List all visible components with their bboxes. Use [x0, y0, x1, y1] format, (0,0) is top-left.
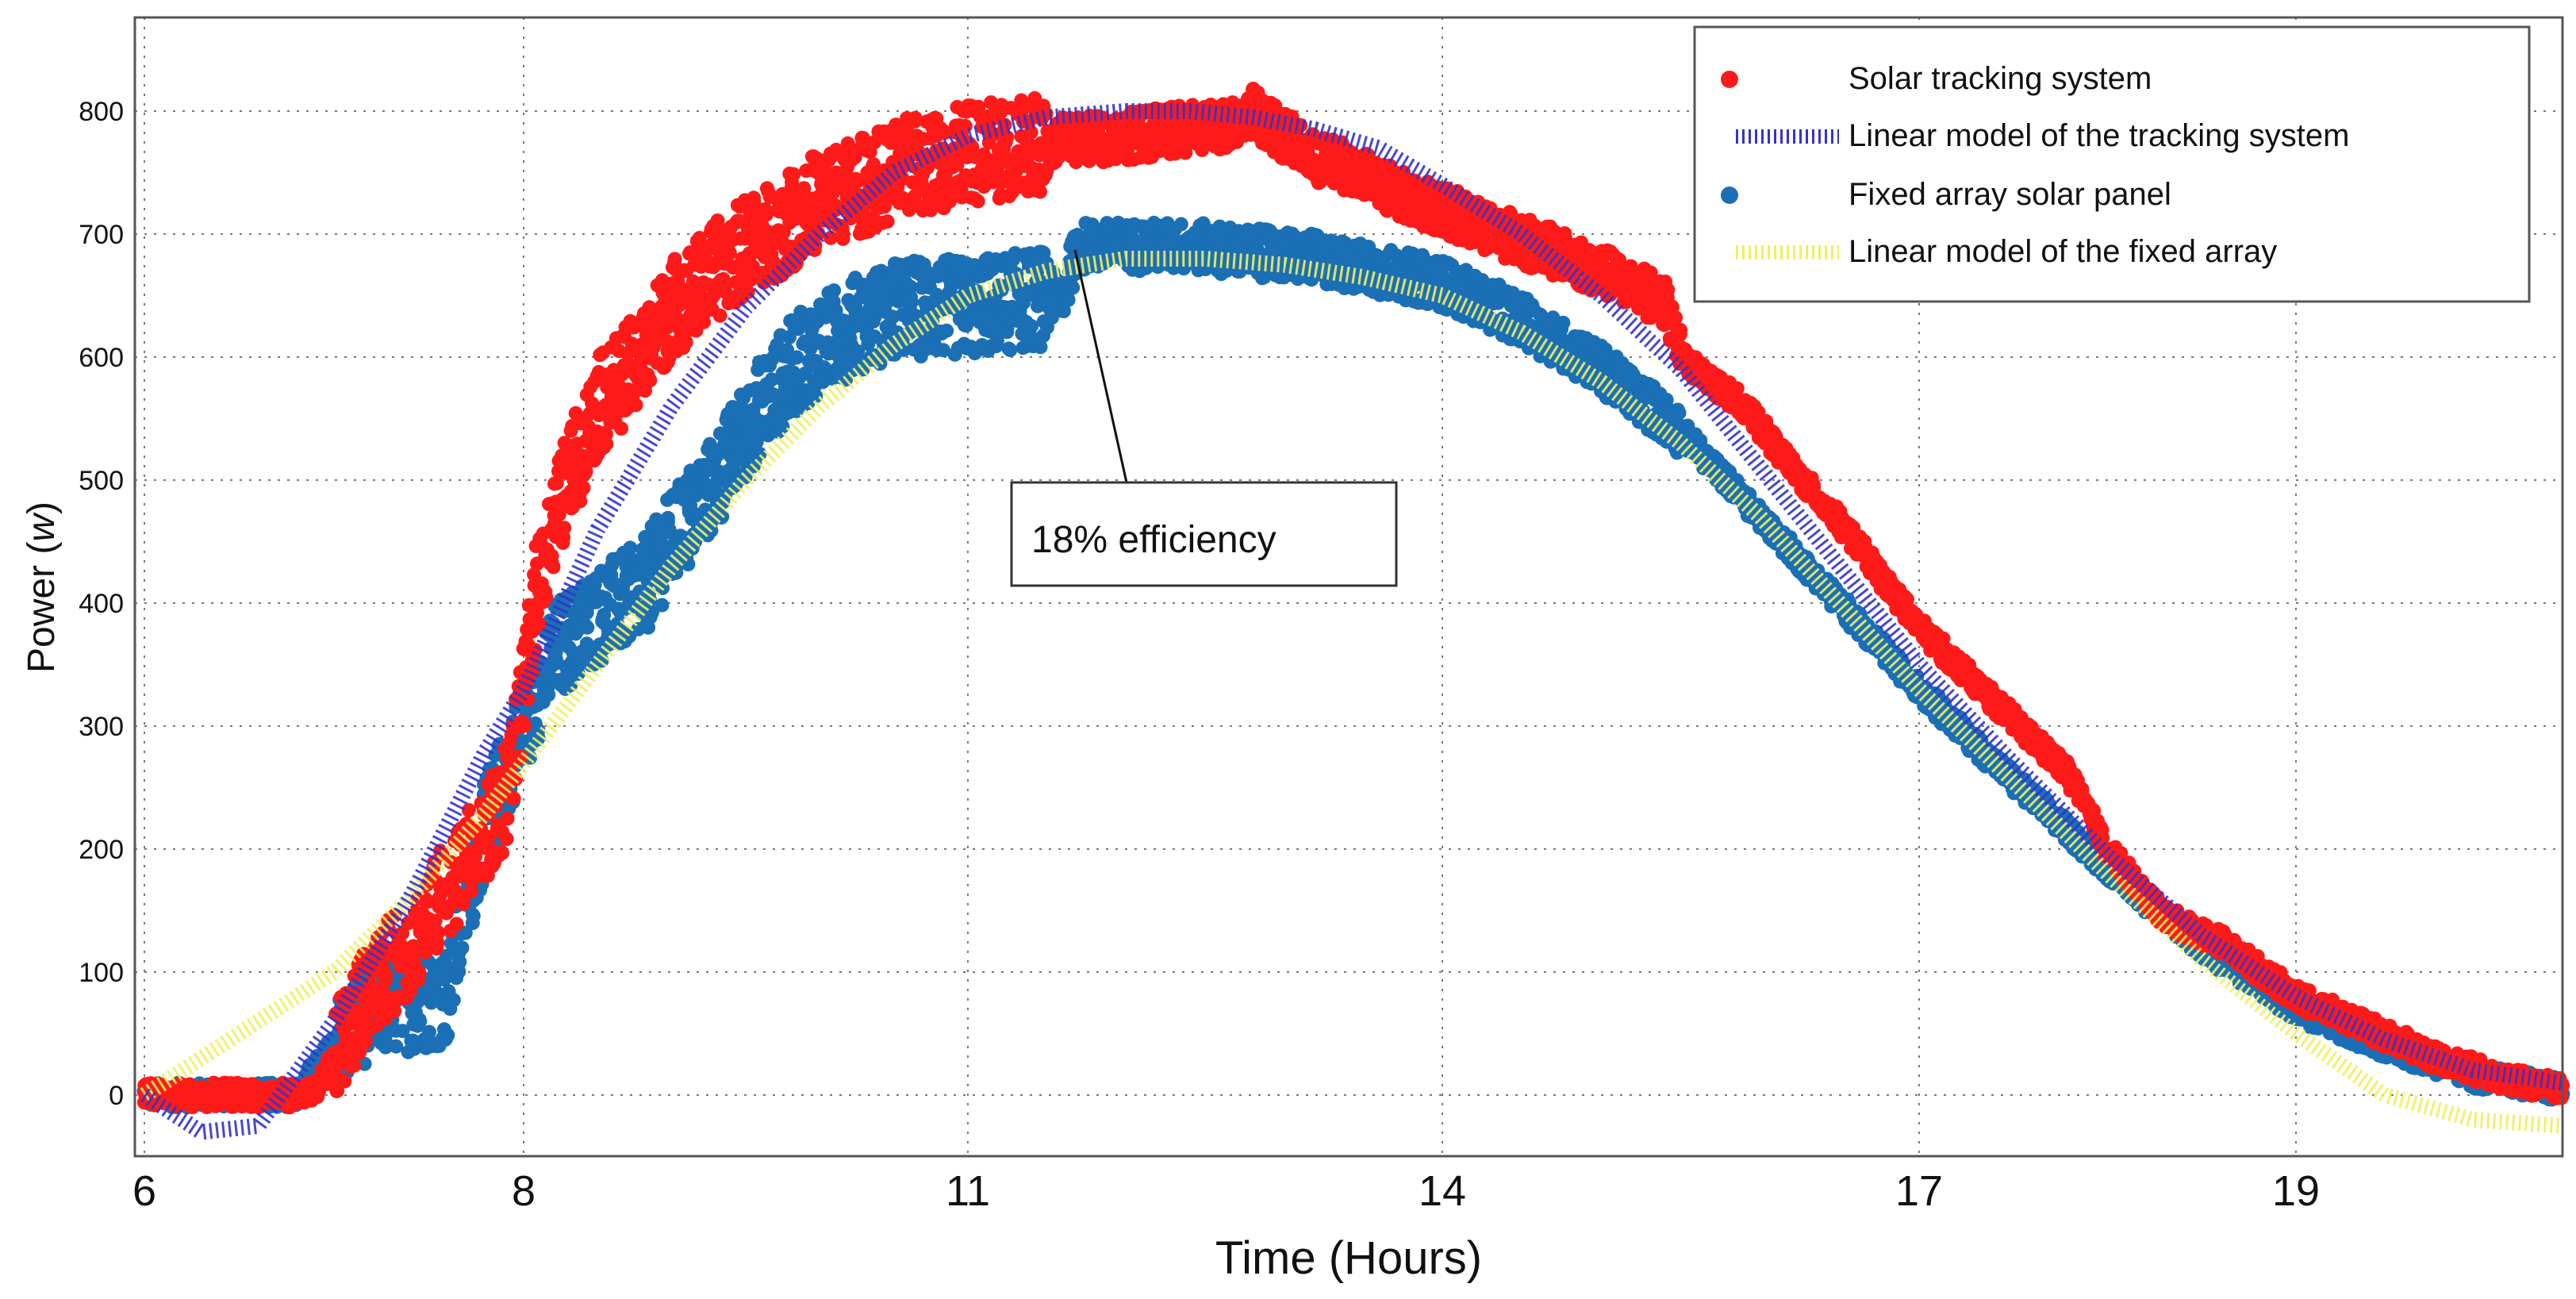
data-point — [643, 373, 658, 388]
data-point — [970, 194, 985, 209]
data-point — [1061, 292, 1076, 307]
data-point — [936, 343, 951, 358]
data-point — [517, 718, 532, 733]
data-point — [697, 314, 712, 329]
data-point — [722, 245, 737, 260]
data-point — [495, 845, 509, 860]
data-point — [576, 481, 591, 496]
data-point — [1024, 319, 1039, 333]
data-point — [580, 620, 595, 635]
data-point — [548, 651, 563, 667]
data-point — [1003, 343, 1018, 357]
data-point — [422, 1024, 436, 1040]
data-point — [466, 909, 481, 924]
data-point — [649, 512, 664, 527]
data-point — [655, 598, 670, 613]
data-point — [835, 227, 850, 242]
data-point — [464, 883, 478, 898]
data-point — [557, 521, 572, 536]
data-point — [431, 925, 446, 940]
data-point — [749, 435, 764, 449]
data-point — [989, 339, 1004, 354]
data-point — [681, 557, 696, 572]
data-point — [789, 350, 804, 365]
data-point — [541, 687, 556, 702]
data-point — [446, 993, 461, 1008]
data-point — [506, 791, 521, 806]
data-point — [712, 308, 727, 323]
data-point — [439, 1032, 454, 1047]
data-point — [623, 540, 638, 555]
data-point — [1556, 315, 1571, 330]
data-point — [387, 1004, 402, 1019]
data-point — [1065, 280, 1081, 295]
data-point — [628, 398, 643, 413]
data-point — [880, 214, 895, 229]
data-point — [998, 134, 1013, 149]
data-point — [538, 584, 553, 599]
data-point — [546, 559, 561, 575]
data-point — [939, 323, 954, 338]
data-point — [573, 494, 588, 509]
data-point — [449, 917, 464, 932]
data-point — [555, 535, 570, 550]
data-point — [499, 832, 514, 847]
data-point — [337, 1074, 352, 1089]
data-point — [347, 1058, 362, 1073]
data-point — [786, 167, 801, 182]
data-point — [500, 811, 515, 826]
data-point — [570, 667, 585, 681]
data-point — [1173, 217, 1188, 232]
data-point — [614, 421, 629, 436]
data-point — [643, 593, 658, 608]
data-point — [808, 389, 823, 404]
data-point — [827, 283, 842, 298]
data-point — [1057, 304, 1071, 318]
data-point — [1672, 405, 1687, 421]
series-layer — [136, 81, 2570, 1140]
data-point — [850, 344, 866, 359]
data-point — [1000, 325, 1015, 340]
data-point — [1033, 340, 1048, 355]
data-point — [413, 1014, 428, 1029]
data-point — [358, 1035, 373, 1050]
data-point — [959, 318, 973, 333]
data-point — [458, 925, 473, 940]
data-point — [599, 436, 614, 452]
data-point — [775, 419, 790, 434]
data-point — [904, 294, 919, 309]
data-point — [395, 1024, 410, 1039]
data-point — [412, 965, 427, 980]
data-point — [378, 972, 393, 987]
data-point — [452, 955, 467, 969]
data-point — [455, 940, 470, 955]
data-point — [357, 1056, 372, 1071]
data-point — [389, 1039, 404, 1054]
data-point — [903, 279, 918, 294]
